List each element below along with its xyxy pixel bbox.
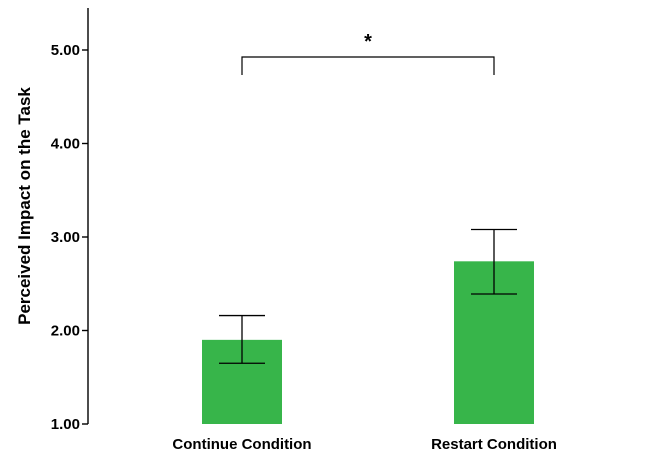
y-tick-label: 2.00 bbox=[51, 323, 80, 340]
category-label: Continue Condition bbox=[172, 436, 311, 453]
significance-star: * bbox=[364, 31, 372, 53]
category-label: Restart Condition bbox=[431, 436, 557, 453]
y-ticks: 1.00 2.00 3.00 4.00 5.00 bbox=[51, 42, 88, 433]
y-tick-label: 3.00 bbox=[51, 229, 80, 246]
y-tick-label: 5.00 bbox=[51, 42, 80, 59]
bars bbox=[202, 261, 534, 424]
y-tick-label: 4.00 bbox=[51, 136, 80, 153]
significance-bracket: * bbox=[241, 31, 495, 75]
y-tick-label: 1.00 bbox=[51, 416, 80, 433]
category-labels: Continue Condition Restart Condition bbox=[172, 436, 556, 453]
error-bars bbox=[219, 228, 517, 364]
significance-bracket-line bbox=[241, 56, 495, 75]
y-axis-title: Perceived Impact on the Task bbox=[15, 87, 34, 325]
